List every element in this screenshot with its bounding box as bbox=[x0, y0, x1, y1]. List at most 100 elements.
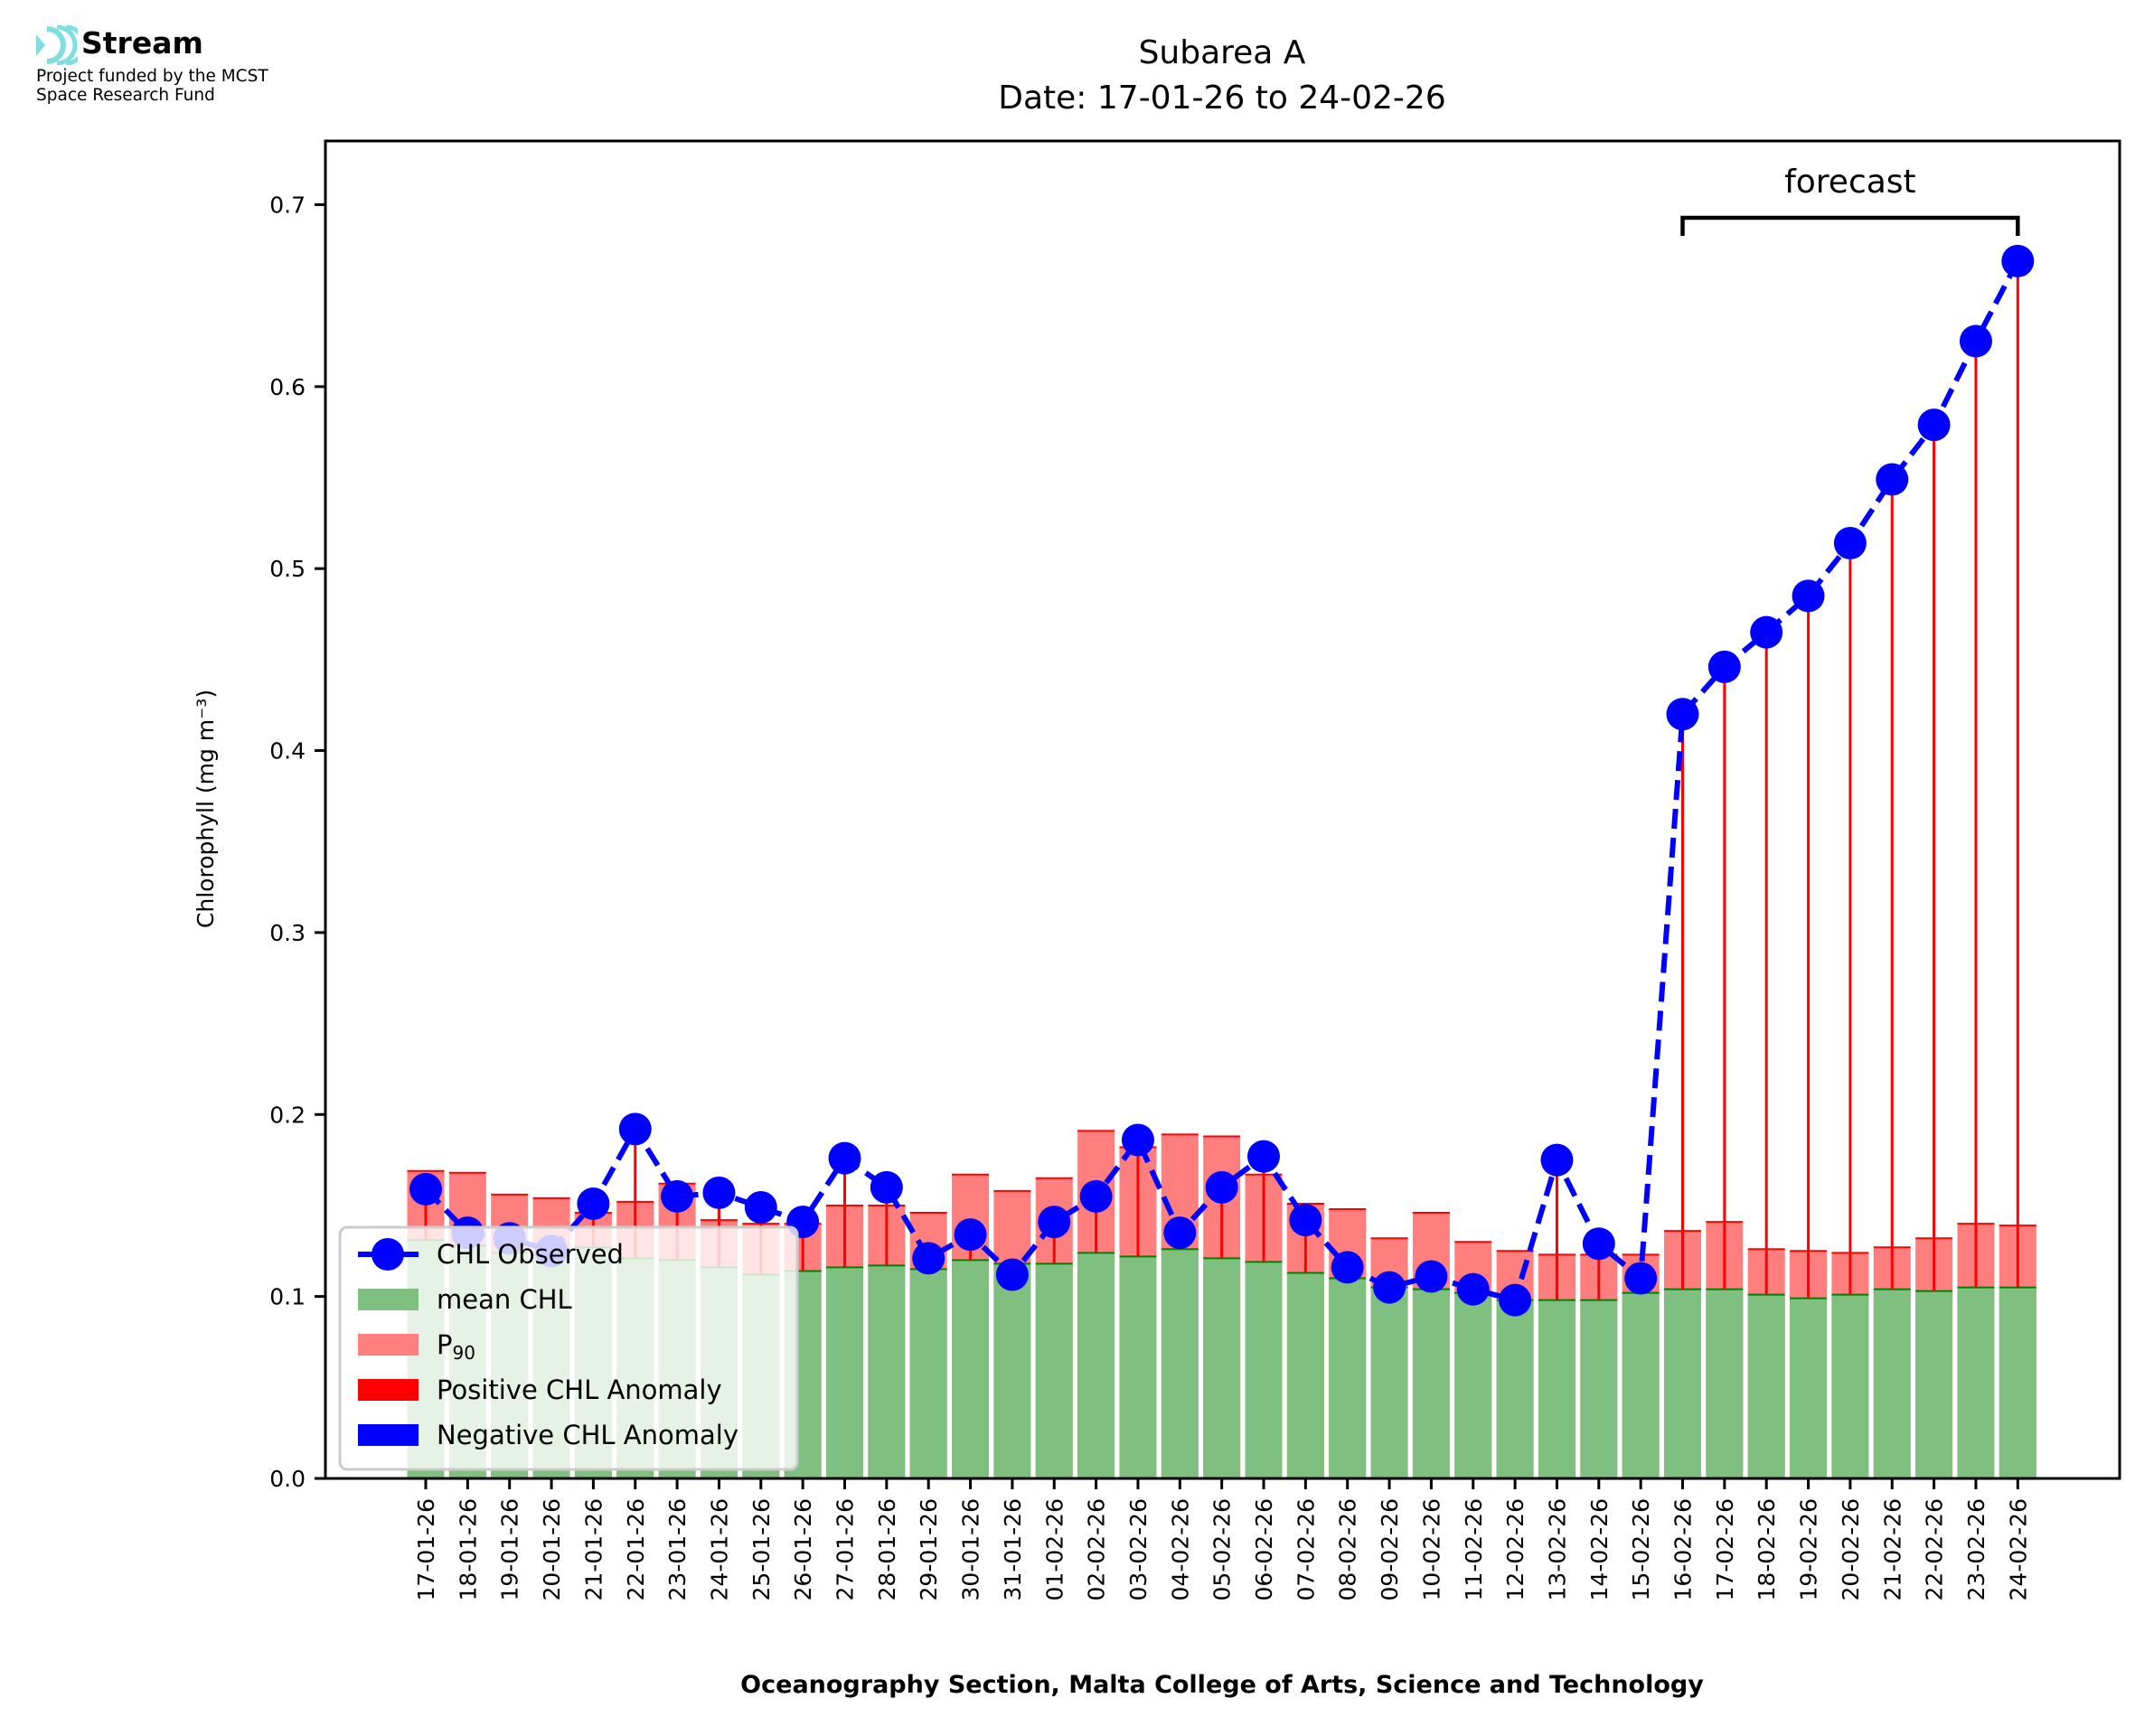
mean-bar bbox=[1454, 1292, 1492, 1478]
observed-point bbox=[1707, 650, 1741, 683]
x-tick-label: 24-01-26 bbox=[706, 1498, 732, 1600]
chart-subtitle: Date: 17-01-26 to 24-02-26 bbox=[998, 80, 1445, 117]
observed-point bbox=[2001, 244, 2035, 277]
mean-bar bbox=[1286, 1272, 1324, 1478]
forecast-label: forecast bbox=[1784, 164, 1916, 201]
observed-point bbox=[870, 1170, 903, 1204]
x-tick-label: 22-02-26 bbox=[1922, 1498, 1948, 1600]
observed-point bbox=[1750, 615, 1783, 649]
mean-bar bbox=[1203, 1258, 1241, 1478]
y-tick-label: 0.7 bbox=[269, 192, 306, 218]
x-tick-label: 16-02-26 bbox=[1670, 1498, 1697, 1600]
legend-patch-swatch bbox=[358, 1334, 419, 1356]
observed-point bbox=[1038, 1206, 1071, 1239]
x-tick-label: 09-02-26 bbox=[1377, 1498, 1403, 1600]
legend-label: mean CHL bbox=[437, 1284, 572, 1315]
observed-point bbox=[1792, 579, 1825, 613]
x-tick-label: 08-02-26 bbox=[1335, 1498, 1361, 1600]
x-tick-label: 27-01-26 bbox=[832, 1498, 859, 1600]
mean-bar bbox=[1747, 1294, 1785, 1478]
mean-bar bbox=[868, 1265, 906, 1478]
observed-point bbox=[1456, 1272, 1490, 1306]
observed-point bbox=[702, 1176, 736, 1209]
funding-line-2: Space Research Fund bbox=[36, 86, 215, 105]
x-tick-label: 19-02-26 bbox=[1796, 1498, 1822, 1600]
mean-bar bbox=[1412, 1289, 1450, 1478]
y-tick-label: 0.5 bbox=[269, 556, 306, 582]
mean-bar bbox=[1622, 1292, 1660, 1478]
observed-point bbox=[409, 1172, 442, 1206]
mean-bar bbox=[1161, 1249, 1199, 1478]
observed-point bbox=[661, 1179, 694, 1213]
mean-bar bbox=[1370, 1287, 1408, 1478]
x-tick-label: 03-02-26 bbox=[1125, 1498, 1152, 1600]
observed-point bbox=[995, 1258, 1029, 1291]
mean-bar bbox=[1538, 1300, 1576, 1478]
mean-bar bbox=[993, 1263, 1031, 1478]
mean-bar bbox=[1119, 1256, 1157, 1478]
x-tick-label: 17-02-26 bbox=[1712, 1498, 1738, 1600]
mean-bar bbox=[909, 1269, 947, 1478]
mean-bar bbox=[1831, 1294, 1869, 1478]
observed-point bbox=[1582, 1227, 1615, 1261]
mean-bar bbox=[1999, 1287, 2036, 1478]
mean-bar bbox=[1077, 1253, 1115, 1478]
forecast-bracket bbox=[1680, 215, 2020, 236]
observed-point bbox=[577, 1187, 610, 1220]
x-tick-label: 22-01-26 bbox=[623, 1498, 649, 1600]
x-tick-label: 02-02-26 bbox=[1084, 1498, 1110, 1600]
y-tick-label: 0.0 bbox=[269, 1466, 306, 1492]
x-tick-label: 28-01-26 bbox=[874, 1498, 900, 1600]
y-tick-label: 0.4 bbox=[269, 738, 306, 765]
legend-patch-swatch bbox=[358, 1424, 419, 1446]
observed-line-layer bbox=[409, 244, 2035, 1317]
x-tick-label: 24-02-26 bbox=[2005, 1498, 2031, 1600]
x-tick-label: 18-01-26 bbox=[455, 1498, 481, 1600]
mean-bar bbox=[826, 1267, 863, 1478]
x-tick-label: 18-02-26 bbox=[1754, 1498, 1780, 1600]
x-tick-label: 11-02-26 bbox=[1461, 1498, 1487, 1600]
logo: Stream Project funded by the MCST Space … bbox=[34, 24, 268, 105]
x-tick-label: 23-02-26 bbox=[1963, 1498, 1989, 1600]
x-tick-label: 14-02-26 bbox=[1586, 1498, 1613, 1600]
x-tick-label: 10-02-26 bbox=[1418, 1498, 1444, 1600]
x-tick-label: 21-01-26 bbox=[580, 1498, 607, 1600]
x-axis-label: Oceanography Section, Malta College of A… bbox=[740, 1671, 1704, 1699]
x-tick-label: 20-01-26 bbox=[539, 1498, 565, 1600]
legend-label: Positive CHL Anomaly bbox=[437, 1375, 722, 1405]
observed-point bbox=[1415, 1260, 1448, 1293]
chart-title: Subarea A bbox=[1139, 34, 1306, 71]
legend-box bbox=[338, 1225, 799, 1471]
observed-point bbox=[1959, 324, 1992, 358]
x-tick-label: 15-02-26 bbox=[1628, 1498, 1654, 1600]
legend-label-subscript: 90 bbox=[453, 1342, 475, 1364]
observed-point bbox=[1163, 1216, 1197, 1250]
x-tick-label: 04-02-26 bbox=[1167, 1498, 1193, 1600]
observed-point bbox=[618, 1112, 652, 1146]
observed-point bbox=[1079, 1179, 1113, 1213]
mean-bar bbox=[1915, 1290, 1953, 1478]
observed-point bbox=[1499, 1283, 1532, 1317]
observed-point bbox=[1876, 463, 1909, 496]
x-tick-label: 05-02-26 bbox=[1209, 1498, 1236, 1600]
forecast-annotation: forecast bbox=[1680, 164, 2020, 236]
legend-patch-swatch bbox=[358, 1289, 419, 1310]
x-tick-label: 19-01-26 bbox=[497, 1498, 523, 1600]
mean-bar bbox=[1664, 1289, 1701, 1478]
x-tick-label: 12-02-26 bbox=[1502, 1498, 1528, 1600]
x-tick-label: 07-02-26 bbox=[1293, 1498, 1319, 1600]
legend-marker-swatch bbox=[372, 1238, 404, 1271]
legend-patch-swatch bbox=[358, 1379, 419, 1401]
x-tick-label: 20-02-26 bbox=[1838, 1498, 1864, 1600]
x-tick-label: 26-01-26 bbox=[790, 1498, 816, 1600]
x-tick-label: 29-01-26 bbox=[916, 1498, 942, 1600]
observed-point bbox=[1624, 1262, 1658, 1295]
legend-label: Negative CHL Anomaly bbox=[437, 1420, 738, 1450]
observed-point bbox=[954, 1218, 987, 1252]
y-tick-label: 0.2 bbox=[269, 1102, 306, 1128]
stream-waves-icon bbox=[34, 24, 87, 66]
brand-name: Stream bbox=[81, 25, 203, 61]
observed-point bbox=[1205, 1170, 1238, 1204]
y-axis-label: Chlorophyll (mg m⁻³) bbox=[193, 690, 219, 928]
x-tick-label: 01-02-26 bbox=[1041, 1498, 1068, 1600]
